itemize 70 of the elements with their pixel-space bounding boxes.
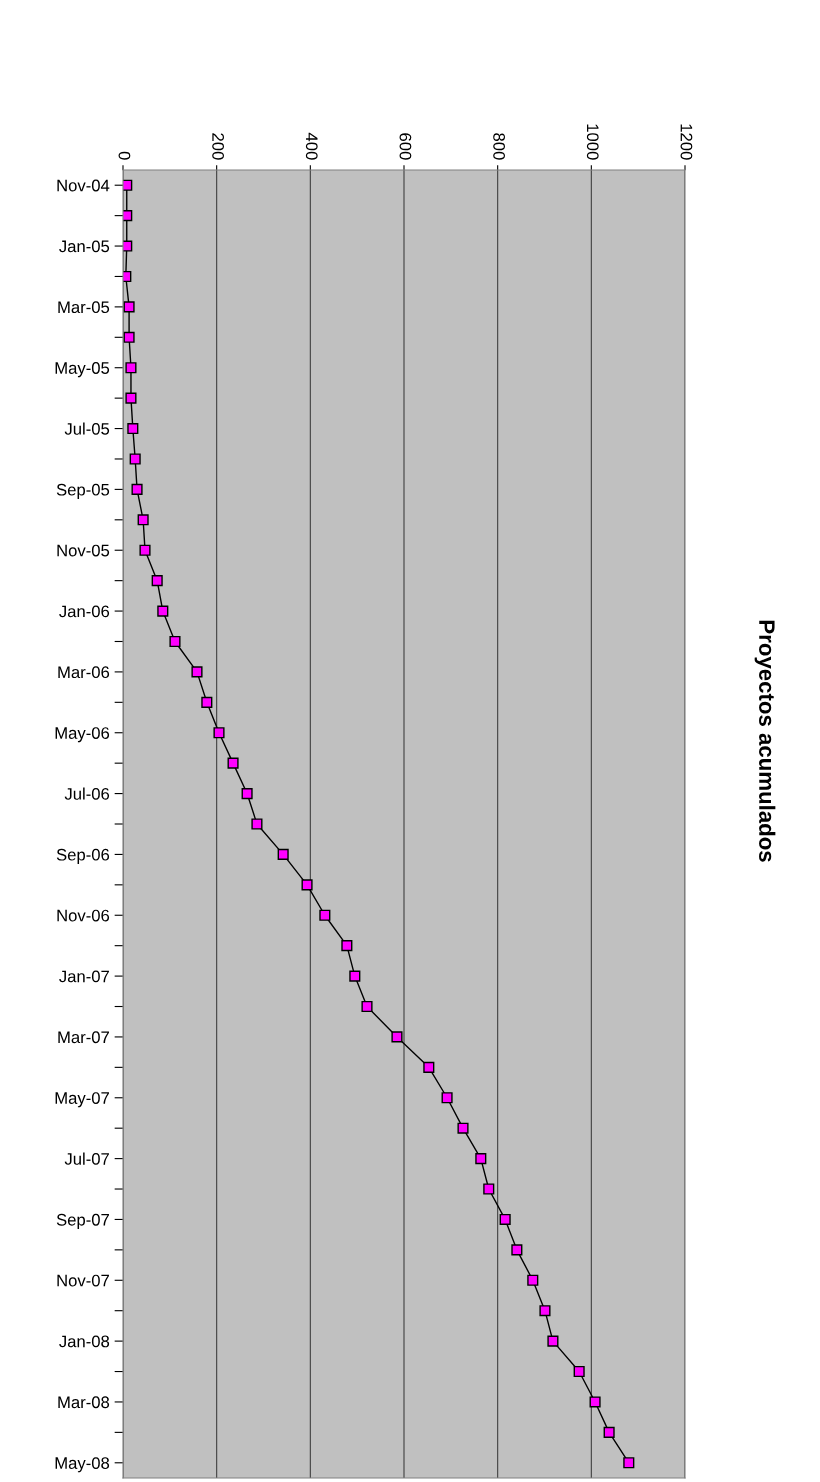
y-tick-label: Mar-07 — [58, 1031, 109, 1044]
y-tick-label: Jan-06 — [59, 605, 110, 618]
point — [277, 848, 289, 860]
x-tick-label: 200 — [212, 133, 224, 160]
point — [539, 1305, 551, 1317]
point — [137, 514, 149, 526]
y-tick-label: Jan-05 — [59, 240, 110, 253]
point — [475, 1153, 487, 1165]
y-tick-label: Sep-07 — [56, 1213, 109, 1229]
point — [423, 1061, 435, 1073]
point — [573, 1365, 585, 1378]
point — [301, 879, 313, 891]
y-tick-label: Jan-08 — [59, 1335, 110, 1348]
point — [603, 1426, 615, 1438]
y-tick-label: Jan-07 — [59, 970, 109, 983]
point — [139, 544, 151, 556]
point — [129, 453, 141, 465]
y-tick-label: May-07 — [55, 1092, 109, 1108]
x-tick-label: 0 — [118, 151, 131, 160]
y-tick-label: Jul-06 — [64, 787, 110, 800]
point — [227, 757, 239, 769]
y-tick-label: Nov-06 — [57, 909, 110, 922]
point — [499, 1213, 511, 1225]
point — [213, 727, 225, 739]
y-tick-label: Sep-05 — [56, 483, 110, 499]
y-tick-label: Jul-07 — [64, 1152, 109, 1165]
y-tick-label: Nov-07 — [57, 1274, 109, 1287]
point — [589, 1396, 601, 1408]
y-tick-label: Mar-08 — [58, 1396, 110, 1409]
point — [547, 1335, 559, 1347]
point — [511, 1244, 523, 1256]
point — [125, 392, 137, 404]
y-tick-label: Sep-06 — [56, 848, 110, 864]
point — [341, 940, 353, 952]
y-tick-label: Jul-05 — [64, 422, 110, 435]
x-tick-label: 600 — [399, 133, 412, 160]
point — [623, 1457, 635, 1469]
point — [251, 818, 263, 830]
point — [151, 575, 163, 587]
point — [123, 301, 135, 313]
y-tick-label: Nov-05 — [57, 544, 110, 557]
text: Proyectos acumulados — [754, 620, 776, 862]
point — [527, 1274, 539, 1286]
point — [123, 240, 133, 252]
y-tick-label: May-08 — [55, 1457, 110, 1473]
y-tick-label: Nov-04 — [57, 179, 110, 192]
point — [457, 1122, 469, 1134]
point — [441, 1092, 453, 1104]
point — [319, 909, 331, 921]
x-tick-label: 1200 — [680, 124, 693, 160]
point — [131, 483, 143, 495]
point — [391, 1031, 403, 1043]
y-tick-label: Mar-06 — [58, 666, 110, 679]
point — [483, 1183, 495, 1195]
x-tick-label: 1000 — [586, 124, 599, 160]
point — [169, 635, 181, 648]
y-tick-label: May-06 — [55, 727, 110, 743]
point — [361, 1000, 373, 1013]
point — [125, 362, 137, 374]
point — [191, 666, 203, 678]
point — [157, 605, 169, 617]
point — [241, 788, 253, 800]
point — [123, 331, 135, 343]
y-tick-label: Mar-05 — [58, 301, 110, 314]
point — [127, 423, 139, 435]
x-tick-label: 800 — [493, 133, 505, 160]
y-tick-label: May-05 — [55, 362, 110, 378]
x-tick-label: 400 — [305, 132, 318, 160]
point — [201, 696, 213, 708]
point — [349, 970, 361, 982]
